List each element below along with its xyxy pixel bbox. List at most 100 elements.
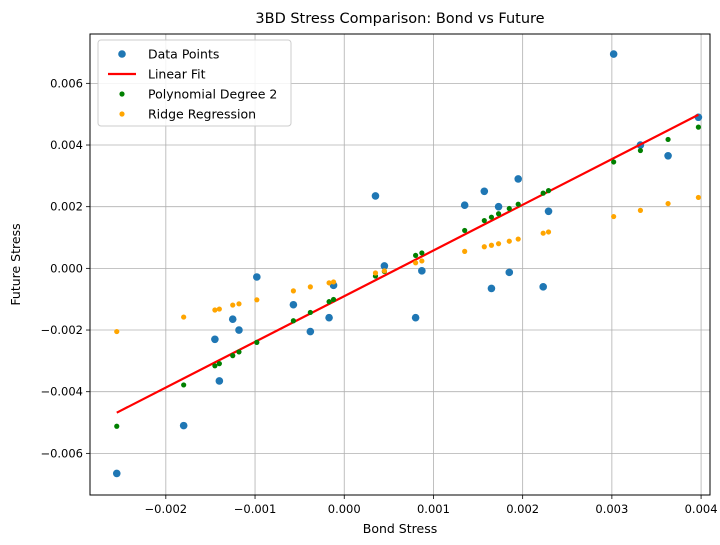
legend-swatch xyxy=(119,111,125,117)
data-points-point xyxy=(411,313,420,322)
polynomial-degree-2-point xyxy=(236,349,242,355)
ridge-regression-point xyxy=(216,306,222,312)
ridge-regression-point xyxy=(695,194,702,201)
legend-item-data-points: Data Points xyxy=(118,47,219,62)
data-points-point xyxy=(253,273,261,281)
polynomial-degree-2-point xyxy=(330,296,337,303)
ridge-regression-point xyxy=(372,270,379,276)
polynomial-degree-2-point xyxy=(481,217,487,224)
data-points-point xyxy=(371,192,380,200)
data-points-point xyxy=(418,267,426,275)
legend-item-linear-fit: Linear Fit xyxy=(108,67,206,82)
series-layer xyxy=(112,50,703,478)
data-points-point xyxy=(215,377,224,385)
ridge-regression-point xyxy=(545,229,552,235)
data-points-point xyxy=(112,469,121,478)
legend-swatch xyxy=(118,50,126,58)
data-points-point xyxy=(664,152,672,160)
data-points-point xyxy=(544,207,553,216)
ridge-regression-point xyxy=(515,236,521,242)
linear-fit-line xyxy=(116,113,699,414)
data-points-point xyxy=(228,315,237,324)
polynomial-degree-2-point xyxy=(515,201,521,207)
ridge-regression-point xyxy=(114,328,120,335)
polynomial-degree-2-point xyxy=(506,205,512,212)
data-points-point xyxy=(505,268,514,277)
x-tick-label: 0.002 xyxy=(506,502,539,516)
x-tick-label: 0.001 xyxy=(417,502,450,516)
y-tick-label: −0.004 xyxy=(40,385,83,399)
ridge-regression-point xyxy=(488,242,495,248)
ridge-regression-point xyxy=(381,268,387,274)
data-points-point xyxy=(306,327,315,336)
legend-item-polynomial-degree-2: Polynomial Degree 2 xyxy=(119,87,277,102)
ridge-regression-point xyxy=(254,297,260,303)
data-points-point xyxy=(380,262,389,270)
ridge-regression-point xyxy=(326,280,332,286)
polynomial-degree-2-point xyxy=(488,214,495,220)
data-points-point xyxy=(325,313,333,322)
legend-item-ridge-regression: Ridge Regression xyxy=(119,107,256,122)
legend: Data Points Linear Fit Polynomial Degree 2… xyxy=(97,39,292,127)
polynomial-degree-2-point xyxy=(695,124,702,130)
x-tick-label: 0.000 xyxy=(328,502,361,516)
y-tick-label: 0.006 xyxy=(50,76,83,90)
data-points-point xyxy=(487,284,496,293)
polynomial-degree-2-point xyxy=(495,211,502,217)
polynomial-degree-2-point xyxy=(413,252,419,259)
legend-label: Polynomial Degree 2 xyxy=(148,87,277,102)
ridge-regression-point xyxy=(307,284,313,290)
legend-label: Linear Fit xyxy=(148,67,206,82)
polynomial-degree-2-point xyxy=(540,190,546,196)
y-axis-label: Future Stress xyxy=(8,223,23,305)
ridge-regression-point xyxy=(230,302,236,308)
data-points-point xyxy=(480,187,489,196)
y-tick-label: 0.000 xyxy=(50,261,83,275)
ridge-regression-point xyxy=(540,230,546,236)
data-points-point xyxy=(179,421,188,430)
chart-title: 3BD Stress Comparison: Bond vs Future xyxy=(255,11,544,27)
data-points-point xyxy=(539,283,547,291)
polynomial-degree-2-point xyxy=(216,361,222,367)
polynomial-degree-2-point xyxy=(212,363,218,369)
polynomial-degree-2-point xyxy=(290,318,296,324)
polynomial-degree-2-point xyxy=(307,309,313,316)
x-tick-label: −0.002 xyxy=(145,502,188,516)
polynomial-degree-2-point xyxy=(665,136,671,143)
legend-label: Ridge Regression xyxy=(148,107,256,122)
plot-frame xyxy=(89,33,711,496)
data-points-point xyxy=(211,335,219,344)
data-points-point xyxy=(494,202,503,211)
polynomial-degree-2-point xyxy=(611,159,617,165)
data-points-point xyxy=(460,201,469,209)
polynomial-degree-2-point xyxy=(462,227,468,234)
ridge-regression-point xyxy=(419,258,425,264)
ridge-regression-point xyxy=(611,213,617,220)
series-linear-fit xyxy=(116,113,699,414)
ridge-regression-point xyxy=(212,307,218,313)
polynomial-degree-2-point xyxy=(419,250,425,256)
polynomial-degree-2-point xyxy=(326,299,332,305)
ridge-regression-point xyxy=(413,260,419,266)
y-tick-label: 0.002 xyxy=(50,200,83,214)
ridge-regression-point xyxy=(236,301,242,307)
data-points-point xyxy=(609,50,618,58)
y-tick-label: −0.006 xyxy=(40,446,83,460)
data-points-point xyxy=(289,300,298,309)
series-ridge-regression xyxy=(114,194,702,335)
polynomial-degree-2-point xyxy=(114,423,120,429)
data-points-point xyxy=(514,175,523,183)
polynomial-degree-2-point xyxy=(254,339,260,345)
x-axis-label: Bond Stress xyxy=(363,521,437,536)
x-tick-label: 0.004 xyxy=(685,502,718,516)
ridge-regression-point xyxy=(665,200,671,207)
x-tick-label: −0.001 xyxy=(234,502,277,516)
ridge-regression-point xyxy=(330,279,337,285)
data-points-point xyxy=(235,326,243,334)
legend-box xyxy=(97,39,292,127)
ticks: −0.002 −0.001 0.000 0.001 0.002 0.003 0.004 −0.… xyxy=(40,76,717,516)
polynomial-degree-2-point xyxy=(181,382,187,388)
ridge-regression-point xyxy=(481,244,487,250)
ridge-regression-point xyxy=(181,314,187,320)
